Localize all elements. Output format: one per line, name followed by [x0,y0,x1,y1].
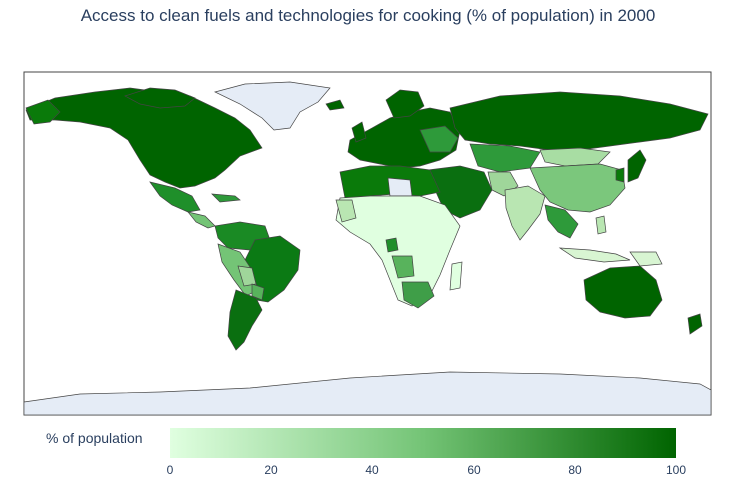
colorbar [170,428,676,458]
region-southeast-asia[interactable] [544,204,579,239]
colorbar-tick: 0 [166,463,174,477]
region-libya[interactable] [387,177,413,197]
chart-title: Access to clean fuels and technologies f… [80,6,656,25]
region-angola[interactable] [391,255,415,279]
region-caribbean[interactable] [211,193,241,203]
colorbar-tick: 60 [467,463,481,477]
region-japan[interactable] [627,149,647,183]
colorbar-label: % of population [46,430,143,446]
region-gabon[interactable] [385,237,399,253]
region-antarctica[interactable] [23,371,712,416]
region-arctic-islands[interactable] [124,87,196,109]
region-iceland[interactable] [325,99,345,111]
region-paraguay[interactable] [251,283,265,301]
region-argentina-chile[interactable] [227,289,263,351]
region-alaska[interactable] [25,99,61,125]
colorbar-tick: 40 [365,463,379,477]
region-madagascar[interactable] [449,261,463,291]
region-greenland[interactable] [213,81,331,131]
region-new-zealand[interactable] [687,313,703,335]
region-south-africa[interactable] [401,281,435,309]
region-uk[interactable] [351,121,367,143]
colorbar-tick: 80 [568,463,582,477]
region-scandinavia[interactable] [385,89,425,119]
region-new-guinea[interactable] [629,251,663,267]
region-korea[interactable] [615,167,625,183]
region-indonesia[interactable] [558,247,631,263]
region-australia[interactable] [583,265,663,319]
region-eastern-europe[interactable] [419,125,459,153]
region-india[interactable] [504,185,546,241]
region-china[interactable] [529,163,626,213]
colorbar-gradient [170,428,676,458]
colorbar-tick: 100 [665,463,687,477]
region-bolivia[interactable] [237,265,257,287]
region-central-america[interactable] [187,211,216,229]
region-mexico[interactable] [149,181,201,213]
colorbar-tick: 20 [264,463,278,477]
region-west-africa[interactable] [335,199,357,223]
region-russia[interactable] [449,91,709,151]
region-philippines[interactable] [595,215,607,235]
